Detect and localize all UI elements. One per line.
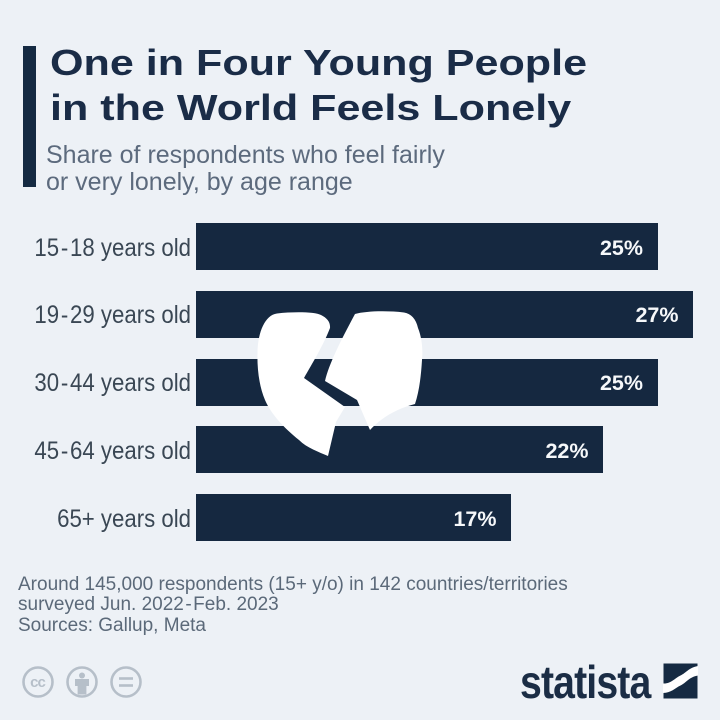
svg-text:cc: cc: [30, 674, 45, 691]
